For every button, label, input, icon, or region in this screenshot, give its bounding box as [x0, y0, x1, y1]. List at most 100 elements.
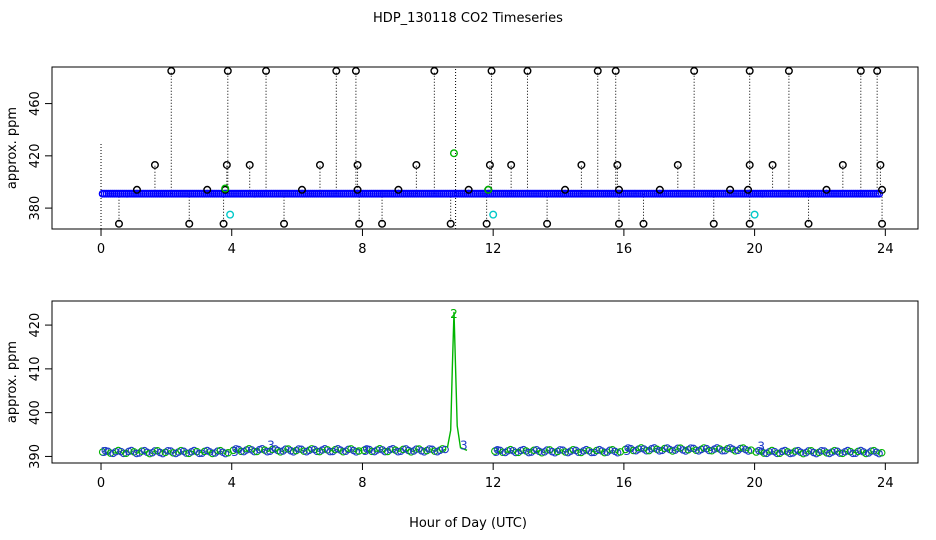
series-point: [313, 447, 321, 456]
series-point: [368, 447, 376, 456]
data-point-flagged: [353, 160, 362, 169]
bottom-y-tick-label: 420: [28, 313, 43, 338]
data-point-flagged: [768, 160, 777, 169]
point-label: 3: [231, 445, 239, 459]
bottom-x-tick-label: 12: [485, 476, 502, 491]
x-axis-label: Hour of Day (UTC): [409, 516, 527, 531]
series-point: [705, 446, 713, 455]
series-point: [606, 446, 614, 454]
data-point-flagged: [185, 219, 194, 228]
series-point: [326, 447, 334, 456]
data-point-flagged: [280, 219, 289, 228]
data-point-flagged: [856, 66, 865, 75]
series-point: [399, 445, 408, 454]
data-point-flagged: [639, 219, 648, 228]
data-point-flagged: [485, 160, 494, 169]
series-point: [381, 447, 389, 456]
series-point: [587, 448, 596, 457]
series-point: [791, 447, 800, 455]
bottom-x-tick-label: 4: [228, 476, 236, 491]
data-point-flagged: [873, 66, 882, 75]
top-y-tick-label: 460: [28, 91, 43, 116]
top-x-axis: 0 4 8 12 16 20 24: [97, 229, 894, 257]
bottom-y-tick-label: 410: [28, 356, 43, 381]
bottom-x-axis: 0 4 8 12 16 20 24: [97, 463, 894, 491]
data-point-flagged: [355, 219, 364, 228]
data-point-flagged: [464, 185, 473, 194]
spike-line: [446, 311, 468, 451]
data-point-flagged: [655, 185, 664, 194]
top-x-tick-label: 4: [228, 242, 236, 257]
data-point-flagged: [219, 219, 228, 228]
series-point: [867, 447, 876, 455]
data-point-flagged: [690, 66, 699, 75]
data-point-flagged: [394, 185, 403, 194]
data-point-flagged: [744, 185, 753, 194]
series-point: [836, 449, 844, 457]
data-point-flagged: [297, 185, 306, 194]
data-point-flagged: [614, 219, 623, 228]
data-point-flagged: [351, 66, 360, 75]
bottom-x-tick-label: 16: [616, 476, 633, 491]
top-plot-frame: [51, 66, 919, 230]
data-point-flagged: [222, 160, 231, 169]
point-label: 3: [493, 445, 501, 459]
series-point: [213, 447, 222, 455]
data-point-flagged: [726, 185, 735, 194]
series-point: [660, 444, 669, 453]
series-point: [344, 445, 353, 454]
series-point: [412, 445, 421, 453]
data-point-flagged: [613, 160, 622, 169]
series-point: [877, 448, 886, 457]
point-label: 3: [362, 444, 370, 458]
data-point-flagged: [523, 66, 532, 75]
series-point: [849, 449, 857, 458]
bottom-y-tick-label: 390: [28, 444, 43, 469]
bottom-panel: 2 3 3 3 3 3 3 3 3 0 4 8 12 16 20 24 390 400 410 420 appro…: [5, 300, 919, 491]
data-point-flagged: [262, 66, 271, 75]
series-point: [511, 448, 520, 457]
data-point-flagged: [430, 66, 439, 75]
top-y-tick-label: 380: [28, 196, 43, 221]
bottom-x-tick-label: 24: [877, 476, 894, 491]
top-x-tick-label: 8: [358, 242, 366, 257]
data-point-flagged: [878, 219, 887, 228]
series-point: [543, 446, 551, 454]
series-point: [736, 444, 745, 453]
data-point-flagged: [822, 185, 831, 194]
series-point: [574, 448, 583, 456]
data-point-flagged: [876, 160, 885, 169]
top-y-axis: 380 420 460: [28, 91, 52, 221]
series-point: [138, 447, 146, 455]
data-point-flagged: [784, 66, 793, 75]
series-point: [760, 449, 768, 457]
top-y-axis-label: approx. ppm: [5, 107, 20, 189]
data-point-flagged: [543, 219, 552, 228]
chart-title: HDP_130118 CO2 Timeseries: [373, 11, 563, 26]
data-point-flagged: [245, 160, 254, 169]
series-point: [441, 445, 449, 454]
point-label: 2: [450, 307, 458, 321]
data-point-green: [449, 149, 458, 158]
data-point-flagged: [150, 160, 159, 169]
data-point-flagged: [378, 219, 387, 228]
top-y-tick-label: 420: [28, 143, 43, 168]
data-point-flagged: [561, 185, 570, 194]
data-point-flagged: [804, 219, 813, 228]
series-point: [498, 448, 507, 456]
series-point: [119, 449, 128, 458]
series-point: [674, 444, 682, 453]
data-point-flagged: [745, 160, 754, 169]
data-point-flagged: [203, 185, 212, 194]
data-point-flagged: [745, 219, 754, 228]
series-point: [642, 446, 651, 455]
bottom-y-tick-label: 400: [28, 400, 43, 425]
bottom-x-tick-label: 8: [358, 476, 366, 491]
data-point-green: [221, 184, 230, 193]
series-point: [281, 445, 290, 453]
top-x-tick-label: 12: [485, 242, 502, 257]
bottom-y-axis-label: approx. ppm: [5, 341, 20, 423]
point-label: 3: [623, 444, 631, 458]
data-point-flagged: [611, 66, 620, 75]
